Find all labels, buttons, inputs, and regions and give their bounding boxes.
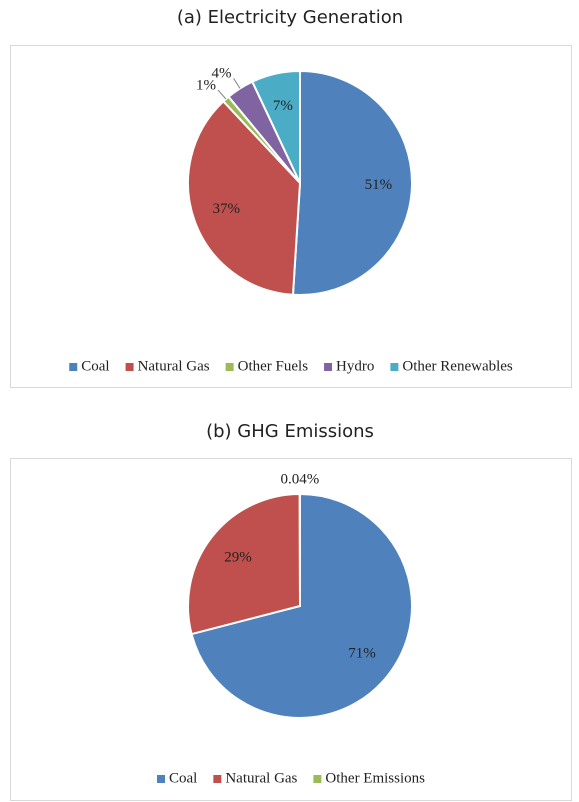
legend-label: Other Fuels [238, 358, 309, 374]
data-label: 51% [365, 177, 393, 193]
legend-swatch [390, 363, 399, 371]
data-label: 71% [348, 645, 376, 661]
pie-slice [187, 99, 302, 296]
legend-swatch [324, 363, 333, 371]
legend-swatch [313, 775, 322, 783]
chart-title: (a) Electricity Generation [177, 7, 403, 28]
data-label: 7% [273, 98, 293, 114]
legend-swatch [125, 363, 134, 371]
chart-title: (b) GHG Emissions [206, 421, 374, 442]
data-label: 37% [212, 201, 240, 217]
legend-label: Coal [81, 358, 109, 374]
pie-slice [291, 69, 413, 296]
data-label: 1% [196, 77, 216, 93]
legend-swatch [213, 775, 222, 783]
legend: Coal Natural Gas Other Fuels Hydro Other Ren… [69, 358, 513, 374]
legend-swatch [225, 363, 234, 371]
leader-line [233, 78, 241, 89]
legend-swatch [157, 775, 165, 783]
data-label: 0.04% [280, 471, 319, 487]
pie-slice [187, 492, 302, 636]
legend-swatch [69, 363, 78, 371]
legend-label: Natural Gas [138, 358, 210, 374]
legend-label: Hydro [336, 358, 374, 374]
legend-label: Natural Gas [225, 770, 297, 786]
legend: Coal Natural Gas Other Emissions [157, 770, 425, 786]
pie-slice [250, 69, 301, 184]
legend-label: Other Renewables [402, 358, 513, 374]
data-label: 4% [212, 66, 232, 82]
data-label: 29% [224, 550, 252, 566]
pie-slice [190, 492, 413, 719]
legend-label: Coal [169, 770, 197, 786]
legend-label: Other Emissions [325, 770, 425, 786]
leader-line [217, 89, 227, 100]
